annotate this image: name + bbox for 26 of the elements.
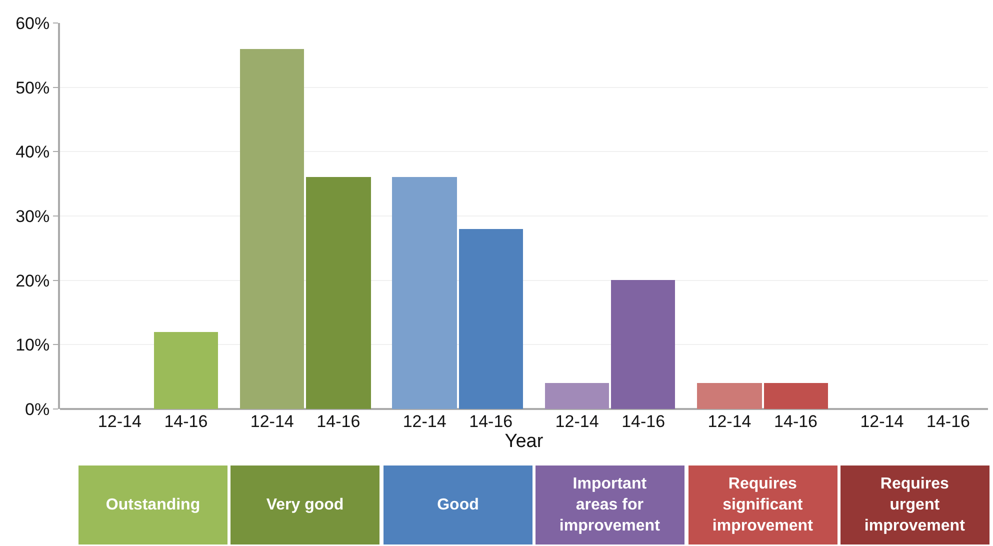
y-tick-label: 50%	[16, 78, 50, 98]
y-tick-label: 40%	[16, 142, 50, 162]
x-tick-label: 14-16	[926, 412, 970, 431]
x-tick-label: 12-14	[250, 412, 294, 431]
text: Important areas for improvement	[559, 476, 661, 534]
y-tick-label: 60%	[16, 14, 50, 33]
y-tick-label: 0%	[25, 400, 50, 419]
x-tick-label: 12-14	[860, 412, 904, 431]
text: Requires urgent improvement	[864, 476, 966, 534]
text: Requires significant improvement	[712, 476, 814, 534]
x-tick-label: 12-14	[555, 412, 599, 431]
x-tick-label: 14-16	[774, 412, 818, 431]
x-tick-label: 14-16	[164, 412, 208, 431]
x-tick-label: 12-14	[708, 412, 752, 431]
text: Good	[437, 496, 479, 514]
x-tick-label: 14-16	[622, 412, 666, 431]
text: Outstanding	[106, 496, 200, 514]
x-tick-label: 14-16	[316, 412, 360, 431]
y-tick-label: 30%	[16, 206, 50, 226]
y-tick-label: 20%	[16, 271, 50, 290]
x-tick-label: 14-16	[469, 412, 513, 431]
x-tick-label: 12-14	[98, 412, 142, 431]
x-axis-title: Year	[504, 431, 544, 452]
text: Very good	[266, 496, 344, 514]
y-tick-label: 10%	[16, 336, 50, 355]
x-tick-label: 12-14	[402, 412, 446, 431]
